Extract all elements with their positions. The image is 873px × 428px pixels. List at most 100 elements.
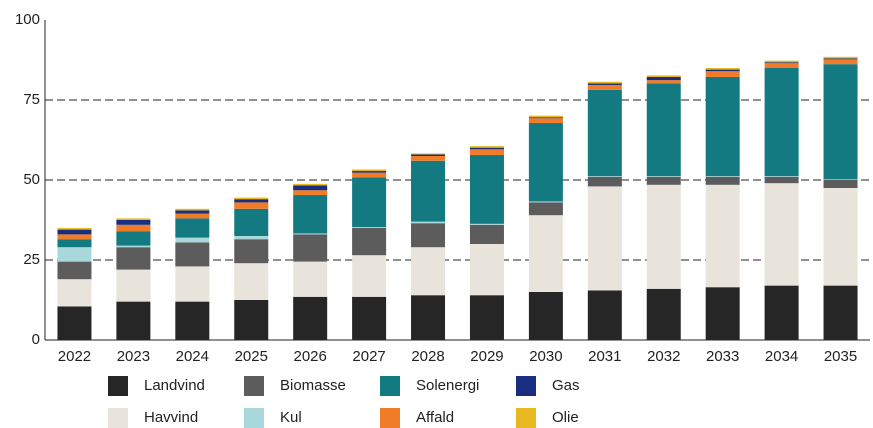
bar-segment <box>116 220 151 225</box>
bar-segment <box>587 176 622 187</box>
bar-segment <box>469 223 504 225</box>
bar-segment <box>293 195 328 234</box>
bar-segment <box>234 208 269 236</box>
bar-segment <box>528 117 563 119</box>
bar-segment <box>646 184 681 289</box>
bar-segment <box>411 154 446 156</box>
bar-segment <box>705 68 740 70</box>
bar-segment <box>823 64 858 180</box>
bar-segment <box>175 208 210 211</box>
bar-segment <box>57 234 92 240</box>
bar-segment <box>646 83 681 177</box>
bar-segment <box>528 118 563 124</box>
x-tick-label: 2031 <box>588 348 621 365</box>
bar-segment <box>764 183 799 286</box>
bar-segment <box>293 234 328 262</box>
bar-segment <box>587 290 622 340</box>
legend-swatch <box>108 376 128 396</box>
bar-segment <box>587 89 622 177</box>
legend-label: Olie <box>552 409 579 426</box>
bar-segment <box>175 213 210 219</box>
legend-swatch <box>380 376 400 396</box>
bar-segment <box>587 176 622 177</box>
bar-segment <box>234 197 269 200</box>
bar-segment <box>234 202 269 209</box>
x-tick-label: 2027 <box>352 348 385 365</box>
bar-segment <box>469 295 504 340</box>
bar-segment <box>293 190 328 196</box>
bar-segment <box>352 228 387 256</box>
legend-label: Landvind <box>144 377 205 394</box>
bar-segment <box>764 176 799 184</box>
bar-segment <box>705 69 740 72</box>
x-tick-label: 2026 <box>293 348 326 365</box>
legend-label: Gas <box>552 377 580 394</box>
bar-segment <box>705 287 740 340</box>
bar-segment <box>57 228 92 230</box>
bar-segment <box>823 58 858 60</box>
x-tick-label: 2023 <box>117 348 150 365</box>
legend-swatch <box>108 408 128 428</box>
bar-segment <box>57 261 92 280</box>
bar-segment <box>528 201 563 203</box>
bar-segment <box>116 218 151 220</box>
bar-segment <box>234 263 269 300</box>
legend-label: Biomasse <box>280 377 346 394</box>
bar-segment <box>646 75 681 77</box>
bar-segment <box>764 68 799 177</box>
x-tick-label: 2034 <box>765 348 798 365</box>
bar-segment <box>823 179 858 180</box>
bar-segment <box>705 71 740 77</box>
bar-segment <box>528 292 563 340</box>
bar-segment <box>293 183 328 186</box>
bar-segment <box>175 266 210 302</box>
bar-segment <box>764 63 799 68</box>
bar-segment <box>57 239 92 248</box>
bar-segment <box>646 76 681 81</box>
x-tick-label: 2033 <box>706 348 739 365</box>
bar-segment <box>234 239 269 264</box>
bar-segment <box>352 172 387 178</box>
bar-segment <box>528 123 563 202</box>
bar-segment <box>352 227 387 228</box>
legend-swatch <box>244 376 264 396</box>
bar-segment <box>175 242 210 267</box>
bar-segment <box>528 115 563 118</box>
bar-segment <box>116 231 151 246</box>
y-tick-label: 25 <box>23 251 40 268</box>
bar-segment <box>587 186 622 291</box>
x-tick-label: 2025 <box>235 348 268 365</box>
y-tick-label: 100 <box>15 11 40 28</box>
bar-segment <box>234 300 269 340</box>
x-tick-label: 2028 <box>411 348 444 365</box>
bar-segment <box>823 285 858 340</box>
bar-segment <box>293 185 328 191</box>
bar-segment <box>57 247 92 262</box>
bar-segment <box>116 301 151 340</box>
legend-swatch <box>516 376 536 396</box>
y-tick-label: 50 <box>23 171 40 188</box>
x-tick-label: 2029 <box>470 348 503 365</box>
bar-segment <box>705 76 740 177</box>
legend-swatch <box>244 408 264 428</box>
bar-segment <box>764 60 799 63</box>
bar-segment <box>469 244 504 296</box>
bar-segment <box>587 83 622 85</box>
x-tick-label: 2030 <box>529 348 562 365</box>
bar-segment <box>116 245 151 248</box>
bar-segment <box>469 147 504 150</box>
x-tick-label: 2022 <box>58 348 91 365</box>
bar-segment <box>411 223 446 248</box>
y-tick-label: 75 <box>23 91 40 108</box>
bar-segment <box>469 155 504 224</box>
bar-segment <box>823 180 858 188</box>
bar-segment <box>469 146 504 148</box>
bar-segment <box>352 171 387 173</box>
bar-segment <box>352 169 387 172</box>
bar-segment <box>175 301 210 340</box>
bar-segment <box>646 176 681 177</box>
bar-segment <box>823 56 858 59</box>
bar-segment <box>57 279 92 307</box>
bar-segment <box>764 62 799 64</box>
